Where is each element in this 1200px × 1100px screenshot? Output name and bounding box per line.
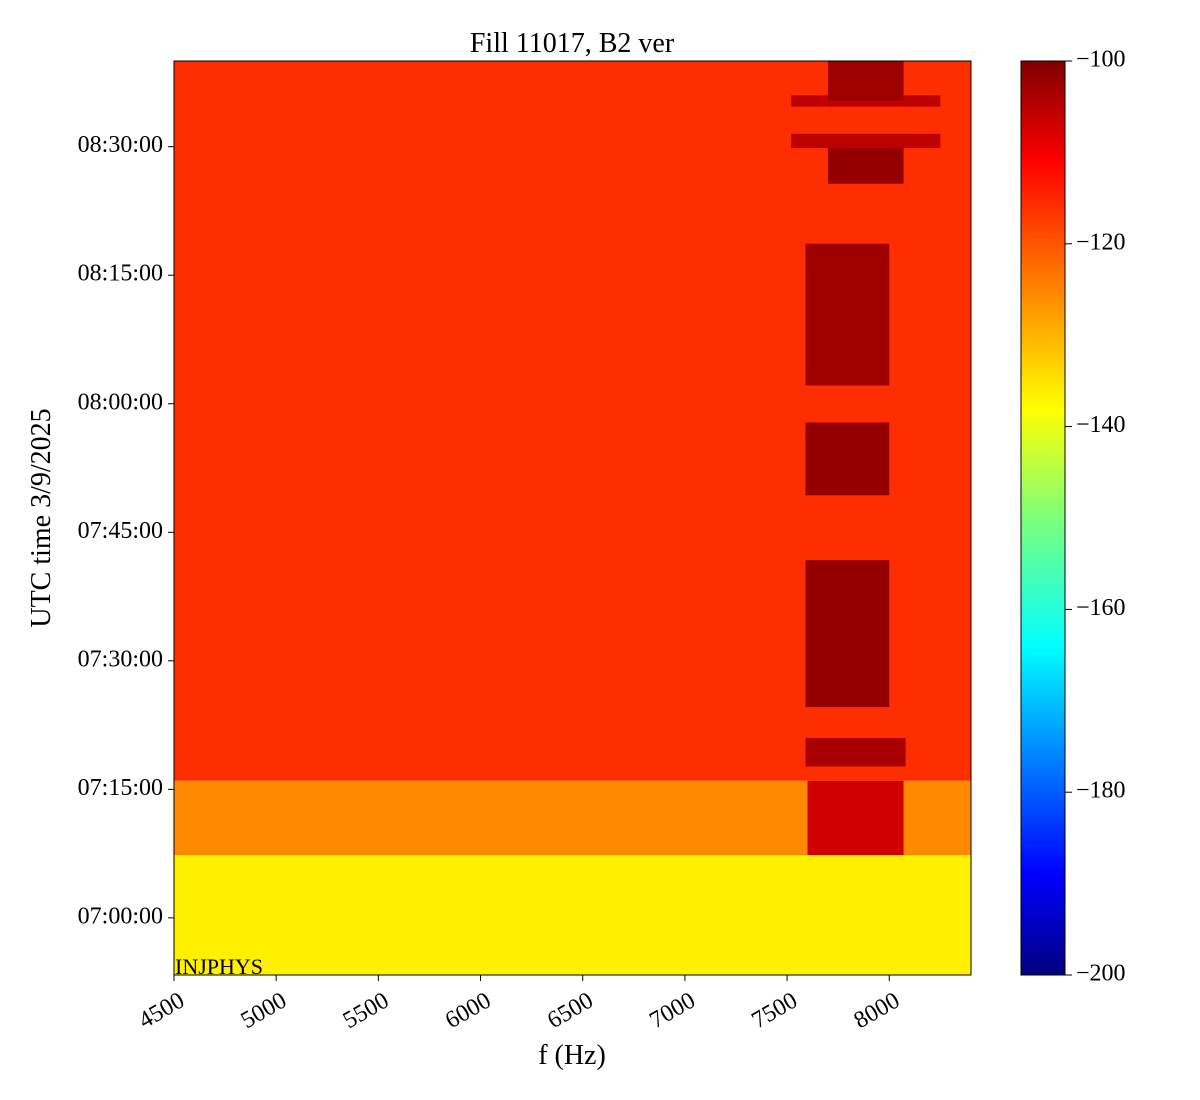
y-tick-label: 08:15:00 [78, 261, 163, 287]
spectrogram-cell [807, 780, 904, 856]
colorbar-tick-label: −160 [1076, 595, 1126, 621]
y-tick-label: 07:15:00 [78, 775, 163, 801]
x-tick-label: 8000 [850, 988, 905, 1035]
spectrogram-cell [805, 422, 890, 496]
chart-title: Fill 11017, B2 ver [470, 28, 675, 59]
spectrogram-cell [827, 61, 904, 101]
x-tick-label: 5500 [339, 988, 394, 1035]
y-tick-label: 08:00:00 [78, 389, 163, 415]
colorbar-tick-label: −120 [1076, 229, 1126, 255]
x-axis-label: f (Hz) [538, 1040, 606, 1071]
x-tick-label: 6500 [543, 988, 598, 1035]
colorbar-tick-label: −200 [1076, 961, 1126, 987]
spectrogram-cell [174, 855, 971, 975]
x-tick-label: 7000 [645, 988, 700, 1035]
x-tick-label: 6000 [441, 988, 496, 1035]
spectrogram-cell [791, 133, 941, 149]
x-tick-label: 7500 [748, 988, 803, 1035]
y-tick-label: 07:30:00 [78, 646, 163, 672]
spectrogram-cell [805, 560, 890, 708]
spectrogram-cell [791, 95, 941, 107]
colorbar-tick-label: −100 [1076, 47, 1126, 73]
y-tick-label: 08:30:00 [78, 132, 163, 158]
x-tick-label: 4500 [134, 988, 189, 1035]
x-tick-label: 5000 [237, 988, 292, 1035]
y-tick-label: 07:00:00 [78, 903, 163, 929]
plot-frame [173, 60, 972, 976]
y-axis-label: UTC time 3/9/2025 [26, 408, 57, 627]
colorbar-tick-label: −140 [1076, 412, 1126, 438]
spectrogram-cell [805, 243, 890, 386]
spectrogram-cell [805, 737, 906, 767]
colorbar-tick-label: −180 [1076, 778, 1126, 804]
colorbar [1020, 60, 1066, 976]
y-tick-label: 07:45:00 [78, 518, 163, 544]
